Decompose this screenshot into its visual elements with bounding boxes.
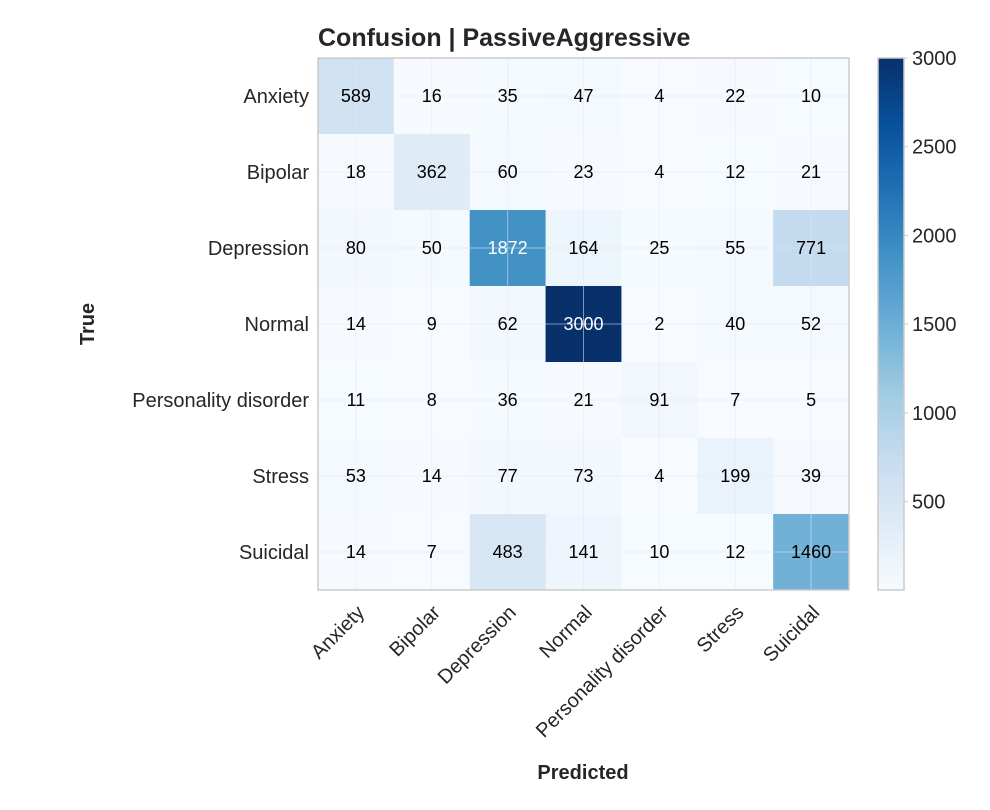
cell-value-label: 47 (573, 86, 593, 106)
cell-value-label: 73 (573, 466, 593, 486)
cell-value-label: 80 (346, 238, 366, 258)
cell-value-label: 14 (346, 542, 366, 562)
cell-value-label: 483 (493, 542, 523, 562)
colorbar-tick-label: 2000 (912, 225, 957, 247)
cell-value-label: 22 (725, 86, 745, 106)
cell-value-label: 3000 (563, 314, 603, 334)
chart-title: Confusion | PassiveAggressive (318, 24, 690, 52)
gridlines (318, 58, 849, 590)
cell-value-label: 4 (654, 466, 664, 486)
cell-value-label: 1872 (488, 238, 528, 258)
cell-value-label: 5 (806, 390, 816, 410)
y-tick-label: Stress (252, 466, 309, 488)
cell-value-label: 40 (725, 314, 745, 334)
cell-value-label: 589 (341, 86, 371, 106)
cell-value-label: 141 (568, 542, 598, 562)
cell-value-label: 199 (720, 466, 750, 486)
y-tick-label: Personality disorder (132, 390, 309, 412)
cell-value-label: 8 (427, 390, 437, 410)
colorbar-tick-labels: 500 1000 1500 2000 2500 3000 (904, 48, 957, 514)
cell-value-label: 91 (649, 390, 669, 410)
cell-value-label: 362 (417, 162, 447, 182)
cell-value-label: 2 (654, 314, 664, 334)
cell-value-label: 21 (573, 390, 593, 410)
cell-value-label: 10 (649, 542, 669, 562)
cell-value-label: 53 (346, 466, 366, 486)
colorbar-tick-label: 2500 (912, 137, 957, 159)
cell-value-label: 25 (649, 238, 669, 258)
cell-value-label: 7 (730, 390, 740, 410)
cell-value-label: 36 (498, 390, 518, 410)
cell-value-label: 12 (725, 542, 745, 562)
colorbar-tick-label: 1500 (912, 314, 957, 336)
y-tick-label: Depression (208, 238, 309, 260)
cell-value-label: 62 (498, 314, 518, 334)
y-tick-label: Suicidal (239, 542, 309, 564)
x-tick-label: Anxiety (307, 602, 369, 664)
cell-value-label: 35 (498, 86, 518, 106)
cell-value-label: 50 (422, 238, 442, 258)
colorbar-tick-label: 500 (912, 492, 945, 514)
cell-value-label: 10 (801, 86, 821, 106)
cell-value-label: 77 (498, 466, 518, 486)
cell-value-label: 55 (725, 238, 745, 258)
cell-value-label: 23 (573, 162, 593, 182)
colorbar (877, 57, 905, 591)
cell-value-label: 164 (568, 238, 598, 258)
cell-value-label: 4 (654, 162, 664, 182)
y-tick-label: Normal (245, 314, 309, 336)
y-tick-labels: Anxiety Bipolar Depression Normal Personalit… (132, 86, 309, 564)
cell-value-label: 7 (427, 542, 437, 562)
x-tick-label: Personality disorder (532, 601, 673, 742)
cell-value-label: 4 (654, 86, 664, 106)
x-tick-label: Bipolar (385, 601, 445, 661)
y-tick-label: Anxiety (243, 86, 309, 108)
cell-value-label: 771 (796, 238, 826, 258)
cell-value-label: 16 (422, 86, 442, 106)
y-axis-label: True (77, 303, 99, 345)
cell-value-label: 21 (801, 162, 821, 182)
cell-value-label: 9 (427, 314, 437, 334)
y-tick-label: Bipolar (247, 162, 310, 184)
x-tick-label: Normal (536, 602, 597, 663)
x-tick-label: Stress (693, 602, 749, 658)
cell-value-label: 18 (346, 162, 366, 182)
cell-value-label: 14 (346, 314, 366, 334)
cell-value-label: 11 (347, 390, 366, 410)
plot-frame (317, 57, 850, 591)
colorbar-tick-label: 3000 (912, 48, 957, 70)
cell-value-label: 14 (422, 466, 442, 486)
x-axis-label: Predicted (537, 762, 628, 784)
colorbar-tick-label: 1000 (912, 403, 957, 425)
cell-value-label: 1460 (791, 542, 831, 562)
cell-value-label: 60 (498, 162, 518, 182)
cell-value-label: 52 (801, 314, 821, 334)
cell-value-label: 12 (725, 162, 745, 182)
x-tick-label: Depression (434, 602, 521, 689)
x-tick-label: Suicidal (759, 602, 824, 667)
cell-value-label: 39 (801, 466, 821, 486)
